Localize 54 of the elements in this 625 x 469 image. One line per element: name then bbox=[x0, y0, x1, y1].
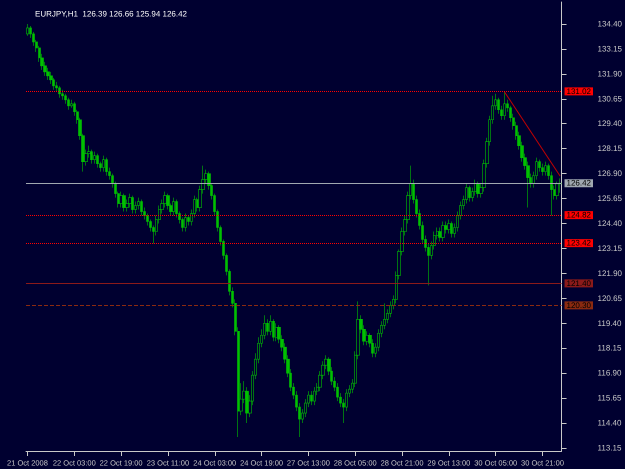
y-tick-label: 116.90 bbox=[598, 368, 622, 378]
y-tick-label: 120.65 bbox=[598, 294, 623, 303]
y-tick-label: 125.65 bbox=[598, 194, 623, 204]
ref-line-label: 124.82 bbox=[566, 210, 592, 220]
ref-line-label: 126.42 bbox=[566, 178, 592, 188]
y-tick-label: 126.90 bbox=[598, 169, 623, 178]
candlestick bbox=[450, 221, 453, 238]
candlestick bbox=[131, 195, 134, 214]
y-tick-label: 121.90 bbox=[598, 268, 623, 278]
y-tick-label: 129.40 bbox=[598, 119, 623, 128]
candlestick bbox=[272, 318, 275, 342]
candlestick bbox=[93, 151, 96, 164]
candlestick bbox=[96, 153, 99, 168]
text: EURJPY,H1 126.39 126.66 125.94 126.42 bbox=[35, 10, 188, 18]
y-tick-label: 123.15 bbox=[598, 244, 623, 253]
candlestick bbox=[503, 92, 506, 120]
candlestick bbox=[58, 86, 61, 98]
candlestick bbox=[266, 318, 269, 336]
y-tick-label: 131.90 bbox=[598, 69, 623, 78]
y-tick-label: 119.40 bbox=[598, 318, 622, 328]
y-tick-label: 133.15 bbox=[598, 44, 623, 54]
candlestick bbox=[541, 163, 544, 176]
y-tick-label: 134.40 bbox=[598, 19, 623, 28]
candlestick bbox=[310, 390, 313, 406]
candlestick bbox=[275, 322, 278, 342]
candlestick bbox=[468, 185, 471, 202]
candlestick bbox=[102, 155, 105, 172]
candlestick bbox=[140, 199, 143, 216]
y-tick-label: 130.65 bbox=[598, 94, 623, 104]
candlestick bbox=[447, 219, 451, 234]
y-tick-label: 124.40 bbox=[598, 219, 623, 228]
candlestick bbox=[313, 386, 316, 406]
candlestick bbox=[119, 191, 123, 208]
y-tick-label: 115.65 bbox=[598, 394, 622, 403]
candlestick bbox=[476, 181, 480, 198]
candlestick bbox=[90, 149, 93, 164]
ref-line-label: 123.42 bbox=[566, 238, 592, 248]
candlestick bbox=[172, 197, 175, 216]
ref-line-label: 121.40 bbox=[566, 278, 592, 288]
candlestick bbox=[441, 221, 445, 242]
candlestick bbox=[67, 97, 70, 110]
candlestick bbox=[555, 181, 559, 200]
candlestick bbox=[26, 24, 29, 36]
candlestick bbox=[544, 161, 547, 176]
ref-line-label: 131.02 bbox=[566, 86, 592, 96]
y-tick-label: 118.15 bbox=[598, 344, 622, 353]
candlestick bbox=[122, 193, 126, 212]
candlestick bbox=[61, 90, 64, 100]
candlestick bbox=[105, 157, 108, 176]
ref-line-label: 120.30 bbox=[566, 300, 592, 310]
y-tick-label: 128.15 bbox=[598, 144, 623, 154]
candlestick bbox=[184, 213, 187, 232]
y-tick-label: 114.40 bbox=[598, 418, 622, 428]
y-tick-label: 113.15 bbox=[598, 444, 622, 453]
